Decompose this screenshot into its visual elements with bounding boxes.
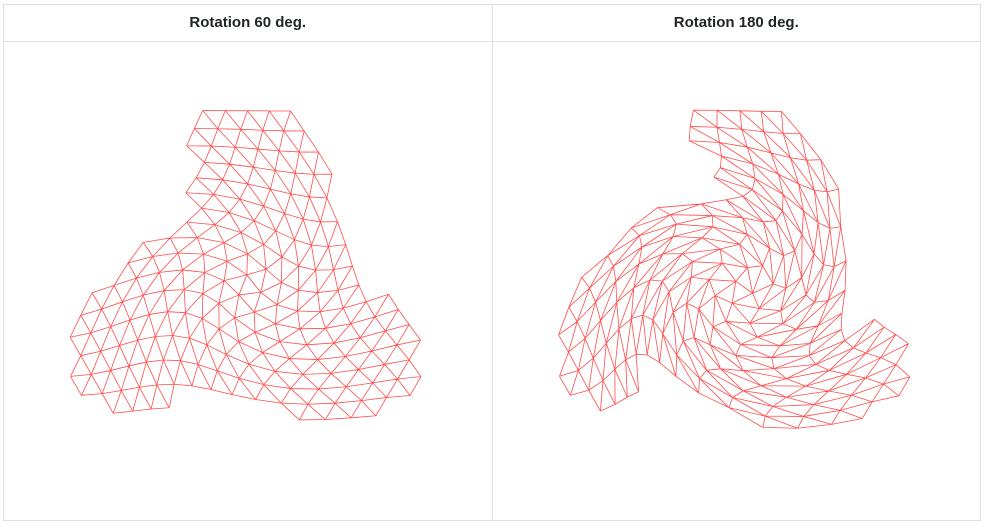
warped-mesh-180 <box>557 109 910 429</box>
rotation-grid: Rotation 60 deg. Rotation 180 deg. <box>3 4 981 521</box>
mesh-edges <box>69 110 422 421</box>
warped-mesh-60 <box>69 110 422 421</box>
panel-rotation-180: Rotation 180 deg. <box>491 5 981 520</box>
panel-title: Rotation 60 deg. <box>4 5 492 42</box>
mesh-edges <box>557 109 910 429</box>
panel-title: Rotation 180 deg. <box>492 5 980 42</box>
panel-rotation-60: Rotation 60 deg. <box>4 5 492 520</box>
panel-body <box>4 42 492 520</box>
panel-body <box>493 42 981 520</box>
